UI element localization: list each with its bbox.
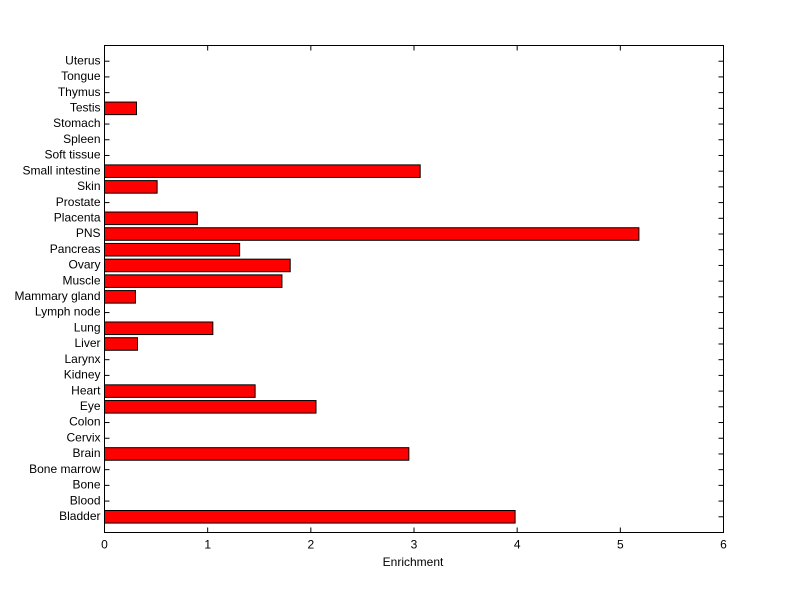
y-tick-label: Placenta [54,210,101,224]
y-tick-label: Brain [72,446,100,460]
y-tick-label: Small intestine [22,163,100,177]
y-tick-label: Tongue [61,69,101,83]
y-tick-label: Lung [74,320,101,334]
bar [104,164,421,178]
bar [104,337,139,351]
x-axis-label: Enrichment [383,555,444,569]
y-tick-label: Mammary gland [14,289,100,303]
y-tick-label: Bladder [59,509,100,523]
x-tick-label: 5 [617,538,624,552]
y-tick-label: Bone [72,478,100,492]
bar [104,180,158,194]
y-tick-label: Stomach [53,116,100,130]
y-tick-label: Thymus [58,85,101,99]
y-tick-label: Bone marrow [29,462,101,476]
y-tick-label: Colon [69,415,100,429]
y-tick-label: Liver [74,336,100,350]
x-tick-label: 0 [101,538,108,552]
x-tick-label: 1 [204,538,211,552]
y-tick-label: Prostate [56,195,101,209]
x-tick-label: 4 [514,538,521,552]
y-tick-label: Eye [80,399,101,413]
y-tick-label: Heart [71,383,101,397]
bar [104,101,137,116]
y-tick-label: Ovary [68,258,100,272]
x-tick-label: 6 [720,538,727,552]
y-tick-label: Larynx [64,352,100,366]
x-tick-label: 2 [307,538,314,552]
y-tick-label: Skin [77,179,100,193]
bar [104,274,283,288]
bar [104,510,516,524]
y-tick-label: Kidney [64,368,101,382]
y-tick-label: Uterus [65,53,100,67]
y-tick-label: Testis [70,101,101,115]
y-tick-label: Blood [70,493,101,507]
y-tick-label: Cervix [66,430,100,444]
bar [104,258,291,273]
x-tick-label: 3 [411,538,418,552]
y-tick-label: Soft tissue [44,148,100,162]
bar [104,227,640,241]
y-tick-label: Lymph node [35,305,101,319]
y-tick-label: Spleen [63,132,100,146]
y-tick-label: Muscle [62,273,100,287]
y-tick-label: Pancreas [50,242,101,256]
bar [104,321,214,336]
bar [104,290,136,304]
bar [104,400,317,414]
bar [104,447,410,461]
bar [104,211,198,226]
bar [104,242,241,257]
y-tick-label: PNS [76,226,101,240]
bar [104,384,256,398]
